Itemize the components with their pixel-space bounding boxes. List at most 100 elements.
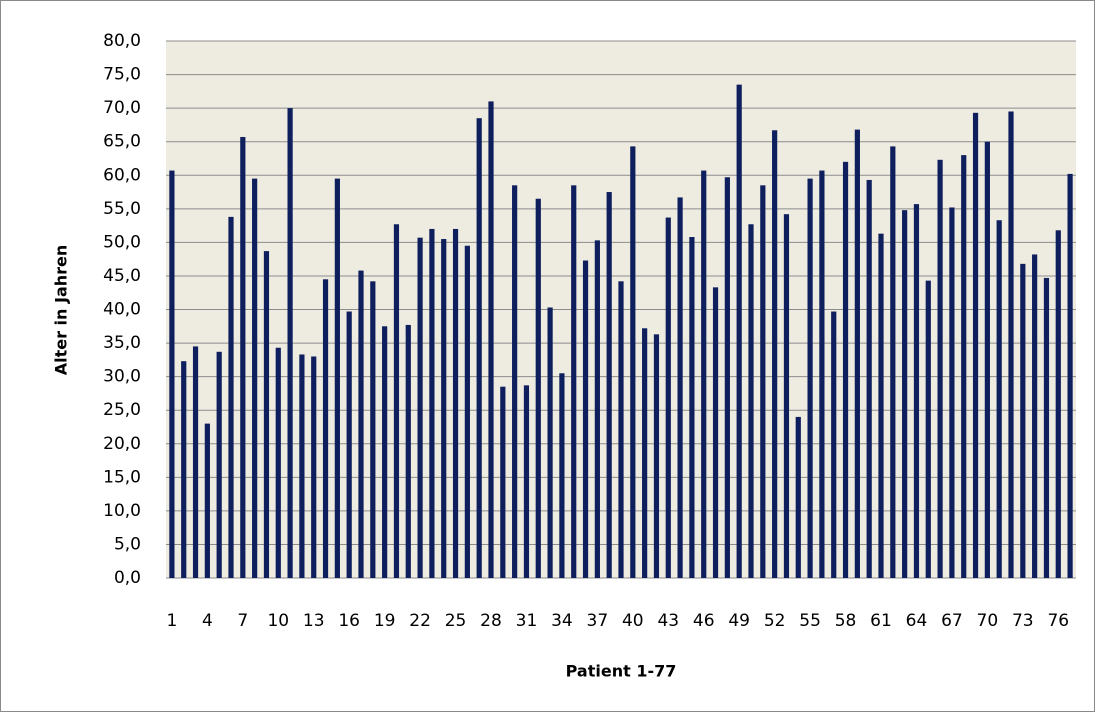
- bar: [358, 270, 364, 578]
- x-tick-label: 58: [835, 611, 857, 631]
- y-axis-label: Alter in Jahren: [52, 245, 71, 376]
- bar: [334, 178, 340, 578]
- x-tick-label: 37: [587, 611, 609, 631]
- bar: [429, 228, 435, 578]
- bar: [192, 346, 199, 578]
- x-tick-label: 70: [977, 611, 999, 631]
- y-tick-label: 75,0: [103, 65, 141, 85]
- x-tick-label: 19: [374, 611, 396, 631]
- bar: [452, 228, 459, 578]
- bar: [760, 185, 766, 578]
- bar: [866, 179, 872, 579]
- bar: [311, 356, 317, 578]
- bar: [322, 279, 329, 578]
- bar: [724, 177, 730, 579]
- bar: [1032, 254, 1038, 578]
- bar: [523, 385, 530, 578]
- bar: [819, 170, 825, 578]
- bar: [512, 185, 518, 578]
- bar: [417, 237, 423, 578]
- y-tick-label: 15,0: [103, 467, 141, 487]
- x-tick-label: 49: [728, 611, 750, 631]
- bar: [488, 101, 494, 578]
- bar: [748, 224, 754, 578]
- bar: [204, 423, 210, 578]
- bar: [287, 108, 293, 578]
- bar: [1043, 277, 1050, 578]
- bar: [370, 281, 376, 578]
- bar: [795, 416, 801, 578]
- y-tick-label: 30,0: [103, 367, 141, 387]
- bar: [701, 170, 707, 578]
- x-tick-label: 46: [693, 611, 715, 631]
- x-tick-label: 31: [516, 611, 538, 631]
- x-tick-label: 52: [764, 611, 786, 631]
- bar: [996, 220, 1002, 578]
- x-tick-label: 34: [551, 611, 573, 631]
- x-tick-label: 1: [166, 611, 177, 631]
- bar: [500, 386, 506, 578]
- bar: [571, 185, 577, 578]
- bar: [902, 210, 908, 578]
- bar: [252, 178, 258, 578]
- bar: [736, 84, 742, 578]
- x-tick-label: 4: [202, 611, 213, 631]
- y-tick-label: 80,0: [103, 31, 141, 51]
- bar: [181, 361, 187, 578]
- bar: [961, 155, 967, 579]
- bar: [618, 281, 624, 578]
- bar: [878, 233, 884, 578]
- bar: [642, 328, 648, 578]
- bar: [275, 347, 281, 578]
- bar: [1008, 111, 1014, 578]
- y-tick-label: 55,0: [103, 199, 141, 219]
- y-tick-label: 70,0: [103, 98, 141, 118]
- bar: [169, 170, 175, 578]
- bar: [831, 311, 837, 578]
- bar: [240, 136, 246, 578]
- x-tick-label: 28: [480, 611, 502, 631]
- bar: [405, 324, 411, 578]
- bar: [712, 287, 719, 578]
- bar: [677, 197, 683, 578]
- bar: [949, 207, 955, 578]
- bar: [665, 217, 671, 578]
- bar: [594, 240, 600, 578]
- bar: [854, 129, 860, 579]
- bar: [476, 118, 482, 578]
- y-tick-label: 0,0: [114, 568, 141, 588]
- bar: [972, 112, 979, 578]
- bar: [890, 146, 896, 579]
- y-tick-label: 40,0: [103, 300, 141, 320]
- bar: [582, 260, 589, 578]
- x-tick-label: 16: [338, 611, 360, 631]
- bar: [559, 373, 565, 578]
- x-tick-label: 67: [941, 611, 963, 631]
- x-tick-label: 40: [622, 611, 644, 631]
- bar: [535, 198, 541, 578]
- bar: [937, 159, 943, 578]
- bar: [346, 311, 352, 578]
- bar: [382, 326, 388, 578]
- bar: [913, 204, 920, 578]
- bar: [299, 354, 305, 578]
- y-tick-label: 5,0: [114, 534, 141, 554]
- x-tick-label: 61: [870, 611, 892, 631]
- bar: [925, 280, 931, 578]
- y-tick-label: 20,0: [103, 434, 141, 454]
- x-tick-label: 25: [445, 611, 467, 631]
- x-tick-label: 7: [237, 611, 248, 631]
- y-tick-label: 45,0: [103, 266, 141, 286]
- y-tick-label: 50,0: [103, 232, 141, 252]
- x-tick-label: 76: [1047, 611, 1069, 631]
- bar: [464, 245, 470, 578]
- x-tick-label: 13: [303, 611, 325, 631]
- bar: [842, 161, 849, 578]
- bar: [263, 251, 270, 578]
- x-axis-label: Patient 1-77: [566, 662, 677, 681]
- bar: [393, 224, 400, 578]
- x-tick-label: 55: [799, 611, 821, 631]
- bar: [228, 216, 234, 578]
- bar: [653, 334, 660, 578]
- bar: [783, 214, 790, 578]
